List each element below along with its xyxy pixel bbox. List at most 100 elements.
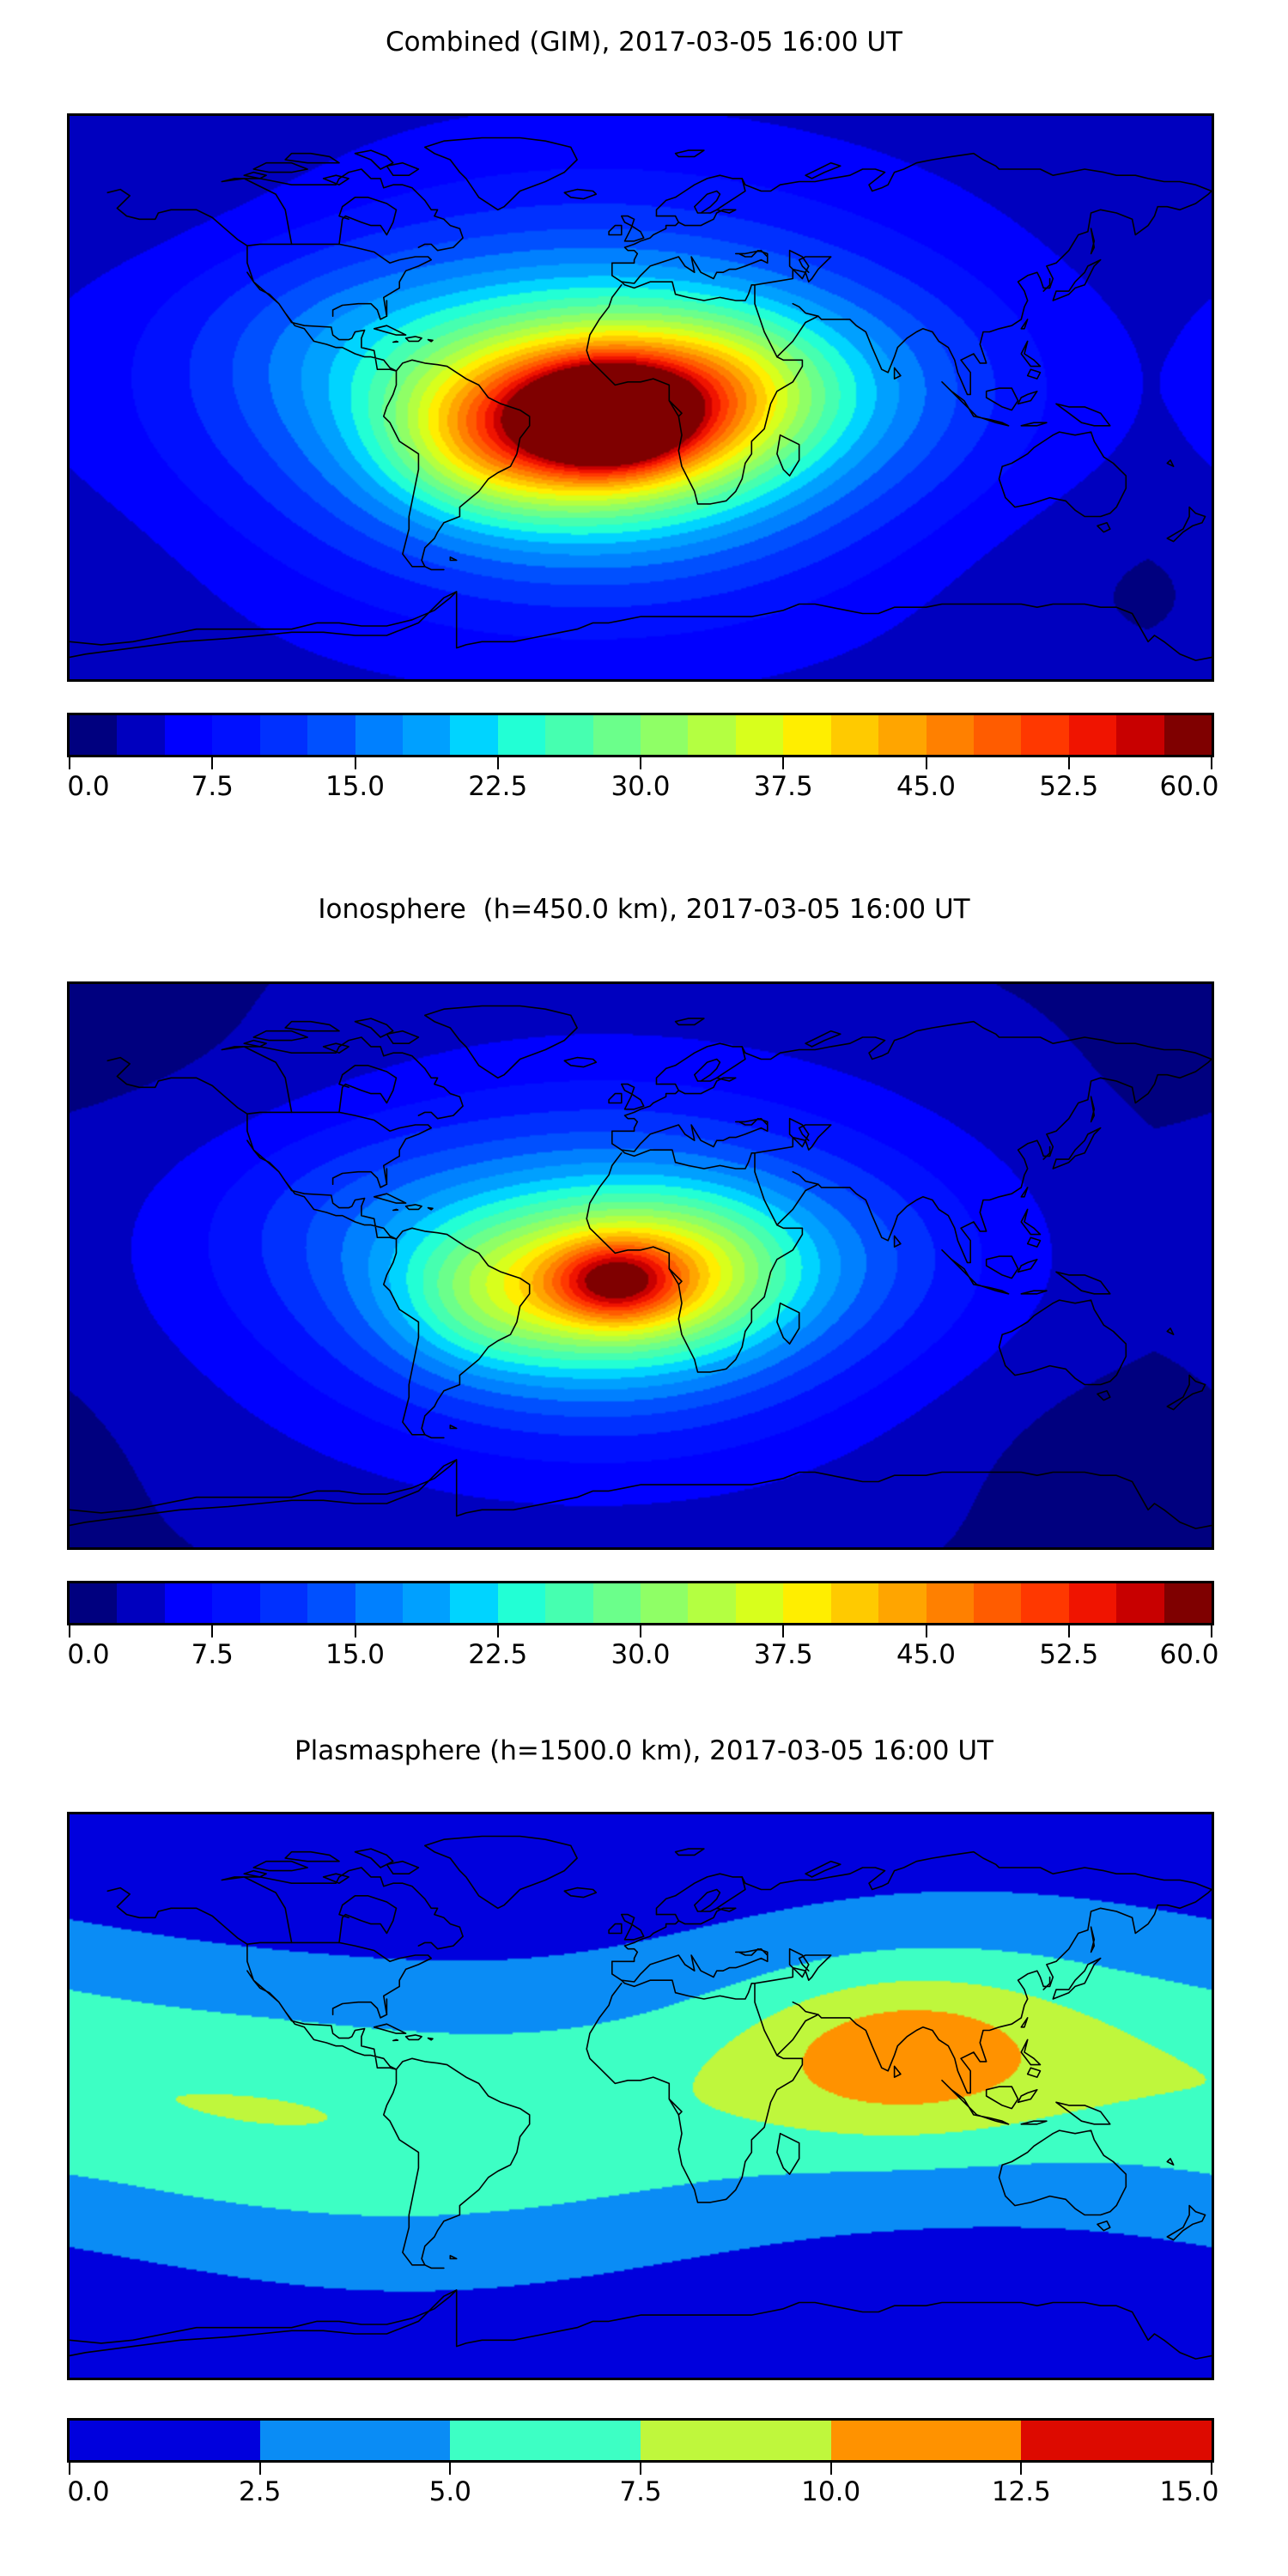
colorbar-band-14 [735,715,784,755]
colorbar-tick-label: 45.0 [896,771,957,802]
colorbar-band-7 [402,715,451,755]
colorbar-band-4 [830,2421,1022,2460]
panel-title-combined: Combined (GIM), 2017-03-05 16:00 UT [386,27,902,58]
colorbar-tick-label: 7.5 [191,1639,234,1670]
colorbar-tick-mark [449,2463,452,2475]
colorbar-tick-mark [925,1625,927,1637]
colorbar-ionosphere: 0.0 7.5 15.0 22.5 30.0 37.5 45.0 52.5 60.0 [67,1581,1219,1675]
colorbar-band-12 [641,715,689,755]
colorbar-band-13 [688,1583,736,1623]
colorbar-tick-label: 37.5 [753,1639,813,1670]
colorbar-band-0 [70,2421,260,2460]
colorbar-band-4 [259,715,308,755]
colorbar-band-5 [1021,2421,1212,2460]
colorbar-tick-mark [782,757,785,769]
colorbar-tick-mark [1211,757,1212,769]
colorbar-tick-mark [211,1625,214,1637]
colorbar-labels-ionosphere: 0.0 7.5 15.0 22.5 30.0 37.5 45.0 52.5 60.0 [67,1637,1218,1675]
colorbar-tick-mark [211,757,214,769]
colorbar-band-1 [117,715,165,755]
colorbar-band-5 [307,715,355,755]
colorbar-band-18 [926,1583,975,1623]
colorbar-band-11 [592,1583,641,1623]
colorbar-band-17 [878,1583,927,1623]
colorbar-ticks-plasmasphere [67,2463,1214,2475]
colorbar-band-7 [402,1583,451,1623]
colorbar-ticks-ionosphere [67,1625,1214,1637]
colorbar-tick-label: 37.5 [753,771,813,802]
colorbar-tick-label: 60.0 [1159,771,1219,802]
colorbar-band-22 [1116,715,1164,755]
colorbar-band-10 [545,715,593,755]
colorbar-tick-label: 15.0 [325,771,386,802]
colorbar-band-9 [497,715,546,755]
colorbar-band-21 [1068,715,1117,755]
colorbar-tick-mark [69,757,70,769]
colorbar-labels-combined: 0.0 7.5 15.0 22.5 30.0 37.5 45.0 52.5 60.0 [67,769,1218,807]
colorbar-tick-mark [640,757,641,769]
colorbar-tick-label: 22.5 [468,1639,528,1670]
colorbar-tick-mark [640,2463,641,2475]
colorbar-band-15 [783,1583,831,1623]
colorbar-tick-mark [354,1625,356,1637]
map-axes-ionosphere [67,981,1214,1550]
colorbar-band-19 [974,1583,1022,1623]
colorbar-tick-mark [69,1625,70,1637]
colorbar-tick-label: 52.5 [1039,771,1099,802]
colorbar-tick-label: 12.5 [991,2476,1051,2507]
colorbar-tick-mark [829,2463,832,2475]
colorbar-band-3 [212,1583,260,1623]
colorbar-tick-mark [1211,1625,1212,1637]
colorbar-band-5 [307,1583,355,1623]
colorbar-tick-mark [496,757,499,769]
colorbar-band-15 [783,715,831,755]
colorbar-band-20 [1021,1583,1069,1623]
colorbar-tick-label: 5.0 [428,2476,471,2507]
colorbar-tick-mark [1067,757,1070,769]
colorbar-tick-label: 0.0 [67,2476,110,2507]
panel-title-plasmasphere: Plasmasphere (h=1500.0 km), 2017-03-05 1… [294,1735,993,1766]
colorbar-tick-mark [1067,1625,1070,1637]
colorbar-band-1 [259,2421,451,2460]
colorbar-band-2 [164,715,213,755]
colorbar-band-19 [974,715,1022,755]
colorbar-band-13 [688,715,736,755]
colorbar-band-14 [735,1583,784,1623]
colorbar-tick-label: 0.0 [67,771,110,802]
colorbar-band-18 [926,715,975,755]
colorbar-tick-label: 30.0 [611,1639,671,1670]
colorbar-tick-label: 15.0 [1159,2476,1219,2507]
colorbar-band-2 [450,2421,641,2460]
colorbar-band-4 [259,1583,308,1623]
colorbar-band-10 [545,1583,593,1623]
colorbar-band-8 [450,1583,498,1623]
colorbar-tick-label: 10.0 [801,2476,861,2507]
colorbar-band-16 [830,715,879,755]
colorbar-tick-mark [354,757,356,769]
colorbar-tick-label: 2.5 [239,2476,282,2507]
panel-title-ionosphere: Ionosphere (h=450.0 km), 2017-03-05 16:0… [318,894,970,925]
colorbar-gradient-ionosphere [67,1581,1214,1625]
colorbar-band-3 [641,2421,831,2460]
colorbar-band-23 [1163,715,1212,755]
colorbar-tick-mark [69,2463,70,2475]
colorbar-tick-label: 22.5 [468,771,528,802]
colorbar-plasmasphere: 0.0 2.5 5.0 7.5 10.0 12.5 15.0 [67,2418,1219,2512]
colorbar-band-3 [212,715,260,755]
colorbar-tick-label: 30.0 [611,771,671,802]
colorbar-tick-label: 7.5 [191,771,234,802]
map-axes-combined [67,113,1214,682]
map-field-combined [70,116,1212,679]
map-field-ionosphere [70,984,1212,1547]
colorbar-band-20 [1021,715,1069,755]
map-axes-plasmasphere [67,1812,1214,2380]
colorbar-gradient-plasmasphere [67,2418,1214,2463]
colorbar-band-0 [70,1583,118,1623]
colorbar-band-21 [1068,1583,1117,1623]
colorbar-band-12 [641,1583,689,1623]
colorbar-tick-mark [782,1625,785,1637]
colorbar-tick-mark [1020,2463,1023,2475]
colorbar-tick-label: 0.0 [67,1639,110,1670]
colorbar-tick-mark [640,1625,641,1637]
